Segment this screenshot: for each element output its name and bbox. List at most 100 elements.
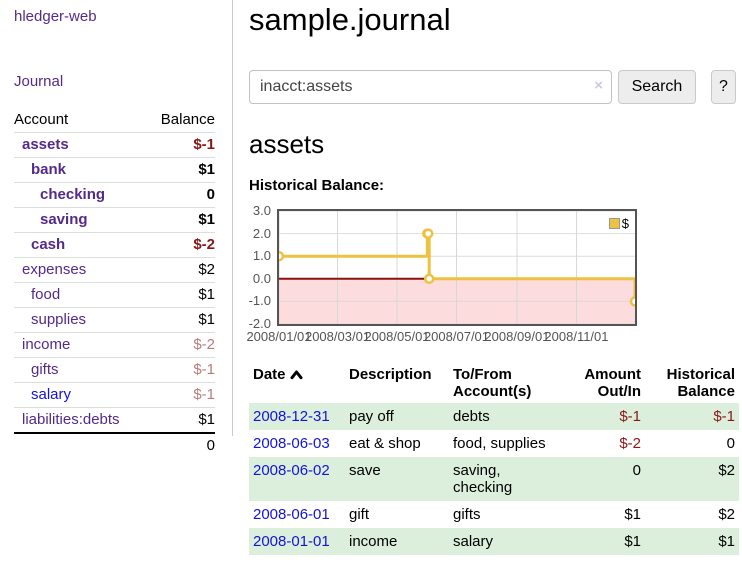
account-row: food $1 <box>14 282 215 308</box>
chart-title: Historical Balance: <box>249 177 385 194</box>
y-axis-tick-label: -2.0 <box>248 316 271 331</box>
account-balance: $1 <box>146 207 215 233</box>
register-header-date[interactable]: Date <box>249 363 345 403</box>
transaction-date-cell: 2008-06-01 <box>249 501 345 528</box>
chart-plot-area: $ <box>273 209 641 326</box>
transaction-row[interactable]: 2008-01-01 income salary $1 $1 <box>249 528 739 555</box>
account-balance: 0 <box>146 182 215 208</box>
account-link-cash[interactable]: cash <box>31 236 66 253</box>
sort-up-icon <box>290 367 303 384</box>
transaction-amount: $1 <box>624 533 641 550</box>
transaction-date-link[interactable]: 2008-01-01 <box>253 533 330 550</box>
transaction-description: gift <box>349 506 370 523</box>
main-content: sample.journal × Search ? assets Histori… <box>233 0 742 582</box>
transaction-description: income <box>349 533 398 550</box>
account-row: expenses $2 <box>14 257 215 283</box>
transaction-date-cell: 2008-06-03 <box>249 430 345 457</box>
transaction-row[interactable]: 2008-06-02 save saving, checking 0 $2 <box>249 457 739 501</box>
account-row: salary $-1 <box>14 382 215 408</box>
register-header-amount: Amount Out/In <box>584 366 641 400</box>
app-brand-link[interactable]: hledger-web <box>14 8 97 25</box>
transaction-amount: $-2 <box>619 435 641 452</box>
y-axis-tick-label: 1.0 <box>252 248 271 264</box>
transaction-date-cell: 2008-06-02 <box>249 457 345 501</box>
sidebar: hledger-web Journal Account Balance asse… <box>0 0 233 458</box>
accounts-total-spacer <box>14 432 147 458</box>
transaction-description: eat & shop <box>349 435 421 452</box>
y-axis-tick-label: 0.0 <box>252 270 271 286</box>
transaction-row[interactable]: 2008-06-03 eat & shop food, supplies $-2 0 <box>249 430 739 457</box>
transaction-accounts: salary <box>453 533 494 550</box>
clear-search-icon[interactable]: × <box>594 77 603 94</box>
historical-balance-chart: $ 3.0 2.0 1.0 0.0 -1.0 -2.0 2008/01/01 2008/03/… <box>246 203 742 349</box>
chart-legend: $ <box>606 215 631 232</box>
account-balance: $-1 <box>146 132 215 158</box>
transaction-balance: $2 <box>718 462 735 479</box>
x-axis-tick-label: 2008/03/01 <box>304 329 371 344</box>
transaction-date-link[interactable]: 2008-06-02 <box>253 462 330 479</box>
account-balance: $-1 <box>146 357 215 383</box>
account-heading: assets <box>249 129 325 159</box>
account-link-checking[interactable]: checking <box>40 186 106 203</box>
account-row: assets $-1 <box>14 132 215 158</box>
account-row: bank $1 <box>14 157 215 183</box>
y-axis-tick-label: 2.0 <box>252 225 271 241</box>
search-input[interactable] <box>249 70 612 104</box>
account-row: gifts $-1 <box>14 357 215 383</box>
chart-canvas <box>273 210 641 325</box>
y-axis-tick-label: -1.0 <box>248 293 271 309</box>
transaction-balance: $-1 <box>713 408 735 425</box>
transaction-accounts: saving, checking <box>453 462 513 496</box>
x-axis-tick-label: 2008/11/01 <box>544 329 609 344</box>
transaction-amount: $-1 <box>619 408 641 425</box>
register-header-row: Date Description To/From Account(s) Amou… <box>249 363 739 403</box>
account-balance: $-2 <box>146 232 215 258</box>
register-header-accounts: To/From Account(s) <box>453 366 532 400</box>
transaction-date-link[interactable]: 2008-06-03 <box>253 435 330 452</box>
account-link-salary[interactable]: salary <box>31 386 72 403</box>
account-row: income $-2 <box>14 332 215 358</box>
transaction-row[interactable]: 2008-06-01 gift gifts $1 $2 <box>249 501 739 528</box>
account-link-income[interactable]: income <box>22 336 71 353</box>
accounts-header-row: Account Balance <box>14 108 215 133</box>
register-header-description: Description <box>349 366 432 383</box>
x-axis-tick-label: 2008/07/01 <box>423 329 490 344</box>
page-title: sample.journal <box>249 2 451 37</box>
transaction-balance: $2 <box>718 506 735 523</box>
account-balance: $1 <box>146 157 215 183</box>
transaction-amount: $1 <box>624 506 641 523</box>
transaction-date-link[interactable]: 2008-06-01 <box>253 506 330 523</box>
accounts-header-balance: Balance <box>146 108 215 133</box>
transaction-date-link[interactable]: 2008-12-31 <box>253 408 330 425</box>
search-bar: × Search ? <box>249 70 736 104</box>
transaction-description: pay off <box>349 408 394 425</box>
sidebar-item-journal[interactable]: Journal <box>14 73 64 90</box>
account-link-saving[interactable]: saving <box>40 211 88 228</box>
account-link-expenses[interactable]: expenses <box>22 261 87 278</box>
transaction-description: save <box>349 462 381 479</box>
account-link-bank[interactable]: bank <box>31 161 67 178</box>
account-link-assets[interactable]: assets <box>22 136 69 153</box>
account-link-supplies[interactable]: supplies <box>31 311 87 328</box>
legend-label: $ <box>621 216 629 231</box>
help-button[interactable]: ? <box>710 70 736 104</box>
transaction-accounts: gifts <box>453 506 481 523</box>
account-link-gifts[interactable]: gifts <box>31 361 59 378</box>
account-link-liabilities-debts[interactable]: liabilities:debts <box>22 411 120 428</box>
accounts-total-value: 0 <box>146 432 215 458</box>
account-balance: $-1 <box>146 382 215 408</box>
x-axis-tick-label: 2008/01/01 <box>246 329 312 344</box>
transaction-row[interactable]: 2008-12-31 pay off debts $-1 $-1 <box>249 403 739 430</box>
transaction-balance: $1 <box>718 533 735 550</box>
account-balance: $1 <box>146 282 215 308</box>
register-table: Date Description To/From Account(s) Amou… <box>249 363 739 555</box>
sidebar-accounts-table: Account Balance assets $-1 bank $1 checking 0… <box>14 108 215 458</box>
account-link-food[interactable]: food <box>31 286 61 303</box>
transaction-accounts: debts <box>453 408 490 425</box>
transaction-date-cell: 2008-12-31 <box>249 403 345 430</box>
account-row: supplies $1 <box>14 307 215 333</box>
y-axis-tick-label: 3.0 <box>252 203 271 218</box>
account-balance: $1 <box>146 407 215 434</box>
search-button[interactable]: Search <box>618 70 696 104</box>
account-balance: $1 <box>146 307 215 333</box>
